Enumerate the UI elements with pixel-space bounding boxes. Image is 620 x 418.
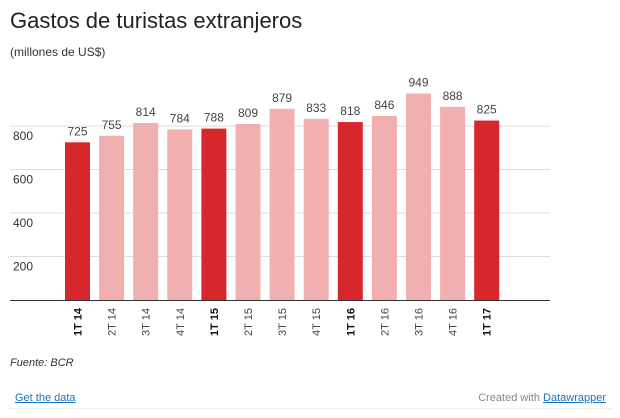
x-tick-label: 4T 16 — [448, 308, 460, 336]
bar-value-label: 879 — [272, 91, 292, 105]
bar-value-label: 949 — [408, 76, 428, 90]
bar — [133, 122, 159, 300]
bar — [440, 106, 466, 300]
bar-value-label: 825 — [477, 103, 497, 117]
x-tick-label: 1T 16 — [345, 308, 357, 336]
credit-text: Created with Datawrapper — [478, 392, 606, 404]
bar-value-label: 888 — [443, 89, 463, 103]
created-with-label: Created with — [478, 392, 540, 404]
bar — [201, 128, 227, 300]
bar-value-label: 755 — [102, 118, 122, 132]
bar-value-label: 784 — [170, 111, 190, 125]
x-tick-label: 1T 14 — [73, 307, 85, 336]
chart-subtitle: (millones de US$) — [10, 45, 106, 59]
y-tick-label: 200 — [13, 260, 33, 274]
x-tick-label: 2T 15 — [243, 308, 255, 336]
x-tick-label: 4T 15 — [311, 308, 323, 336]
y-tick-label: 400 — [13, 216, 33, 230]
x-tick-label: 1T 15 — [209, 308, 221, 336]
bar-value-label: 846 — [374, 98, 394, 112]
bar-value-label: 814 — [136, 105, 156, 119]
bar-value-label: 809 — [238, 106, 258, 120]
x-tick-label: 1T 17 — [482, 308, 494, 336]
bar — [303, 118, 329, 300]
x-tick-label: 4T 14 — [175, 308, 187, 336]
x-tick-label: 3T 16 — [414, 308, 426, 336]
x-tick-label: 3T 14 — [141, 308, 153, 336]
bar — [167, 129, 193, 300]
bar — [371, 115, 397, 301]
bar-value-label: 818 — [340, 104, 360, 118]
bar — [474, 120, 500, 300]
x-tick-label: 2T 14 — [107, 308, 119, 336]
y-tick-label: 800 — [13, 129, 33, 143]
bar — [337, 122, 363, 301]
bar — [406, 93, 431, 300]
bar — [235, 124, 261, 300]
y-tick-label: 600 — [13, 173, 33, 187]
datawrapper-link[interactable]: Datawrapper — [543, 392, 606, 404]
chart-title: Gastos de turistas extranjeros — [10, 8, 303, 33]
bar-value-label: 725 — [67, 124, 87, 138]
bar-value-label: 833 — [306, 101, 326, 115]
source-note: Fuente: BCR — [10, 357, 74, 369]
bar — [99, 135, 125, 300]
bar — [65, 142, 90, 300]
x-tick-label: 3T 15 — [277, 308, 289, 336]
footer-divider — [8, 408, 612, 409]
x-tick-label: 2T 16 — [379, 308, 391, 336]
bar — [269, 108, 295, 300]
get-the-data-link[interactable]: Get the data — [15, 392, 76, 404]
bar-value-label: 788 — [204, 111, 224, 125]
